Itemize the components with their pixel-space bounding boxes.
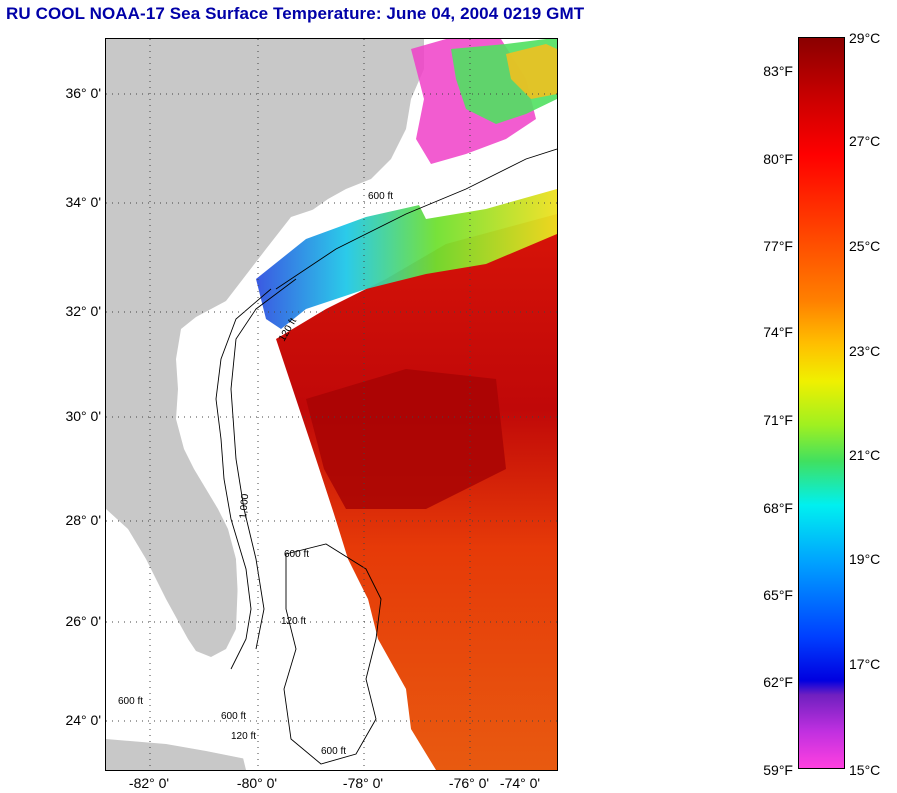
colorbar-f-83: 83°F [763,63,793,79]
continental-shelf-contour [275,148,557,290]
sst-map-canvas: 120 ft 600 ft 1,000 600 ft 120 ft 600 ft… [106,39,557,770]
lat-label-26: 26° 0' [65,613,101,629]
cuba-land [106,739,276,770]
cool-water-band [256,179,557,329]
contour-label-9: 600 ft [321,746,346,757]
yellow-warm-patch [506,44,557,99]
colorbar-f-80: 80°F [763,151,793,167]
contour-label-2: 600 ft [368,191,393,202]
lon-label-80: -80° 0' [236,775,278,791]
lat-label-32: 32° 0' [65,303,101,319]
colorbar-c-19: 19°C [849,551,881,567]
colorbar-f-74: 74°F [763,324,793,340]
lon-label-78: -78° 0' [342,775,384,791]
contour-label-6: 600 ft [118,696,143,707]
contour-label-8: 120 ft [231,731,256,742]
lat-label-28: 28° 0' [65,512,101,528]
colorbar-f-62: 62°F [763,674,793,690]
lon-label-74: -74° 0' [499,775,541,791]
colorbar-f-77: 77°F [763,238,793,254]
lon-label-82: -82° 0' [128,775,170,791]
colorbar-f-59: 59°F [763,762,793,778]
land-mass [106,39,424,657]
colorbar-f-68: 68°F [763,500,793,516]
lat-label-30: 30° 0' [65,408,101,424]
sst-map: 120 ft 600 ft 1,000 600 ft 120 ft 600 ft… [105,38,558,771]
contour-label-7: 600 ft [221,711,246,722]
colorbar-c-29: 29°C [849,30,881,46]
colorbar-f-65: 65°F [763,587,793,603]
temperature-colorbar [798,37,845,769]
depth-contour-120ft [215,288,272,670]
lat-label-24: 24° 0' [65,712,101,728]
contour-label-4: 600 ft [284,549,309,560]
bahamas-contour [283,543,382,765]
contour-label-5: 120 ft [281,616,306,627]
contour-label-3: 1,000 [238,493,251,519]
colorbar-c-15: 15°C [849,762,881,778]
lon-label-76: -76° 0' [448,775,490,791]
colorbar-f-71: 71°F [763,412,793,428]
hot-water-core [306,369,506,509]
colorbar-c-21: 21°C [849,447,881,463]
colorbar-c-27: 27°C [849,133,881,149]
depth-contour-600ft [230,278,297,650]
colorbar-c-25: 25°C [849,238,881,254]
colorbar-c-23: 23°C [849,343,881,359]
lat-label-36: 36° 0' [65,85,101,101]
lat-label-34: 34° 0' [65,194,101,210]
page-title: RU COOL NOAA-17 Sea Surface Temperature:… [6,4,585,23]
colorbar-c-17: 17°C [849,656,881,672]
